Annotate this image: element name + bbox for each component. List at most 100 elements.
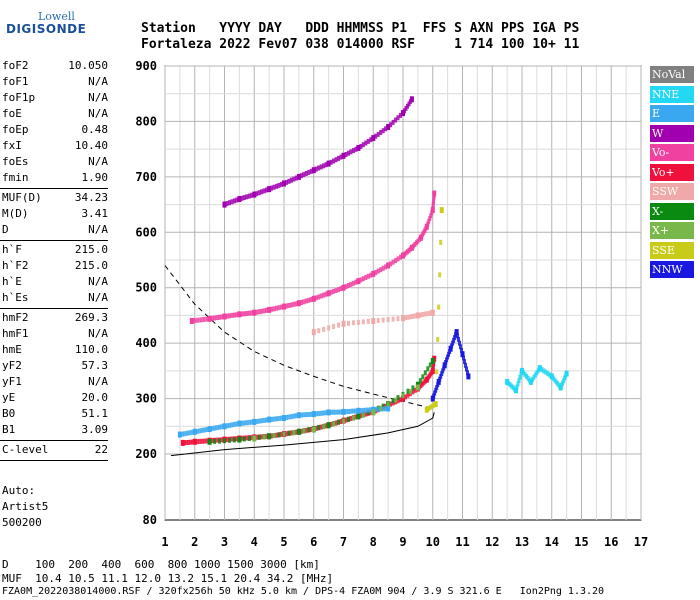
data-trace-vo-	[225, 436, 229, 442]
param-value: 20.0	[81, 391, 109, 404]
data-trace-vo-	[432, 199, 435, 205]
legend-item: NoVal	[650, 66, 694, 83]
data-trace-x-	[337, 419, 340, 425]
data-trace-nnw	[450, 343, 454, 349]
data-trace-e	[225, 423, 229, 429]
data-point-ssw	[401, 315, 405, 322]
data-trace-vo-	[396, 256, 400, 262]
data-trace-w	[289, 177, 293, 183]
data-trace-sse	[438, 272, 442, 278]
data-point-w	[371, 135, 376, 142]
y-tick-label: 300	[135, 392, 157, 406]
data-trace-vo-	[396, 398, 400, 404]
data-trace-vo-	[379, 267, 383, 273]
data-trace-e	[369, 407, 373, 413]
data-trace-nne	[540, 367, 544, 372]
data-trace-vo-	[187, 439, 191, 445]
data-trace-e	[304, 412, 308, 418]
data-trace-nne	[518, 374, 522, 380]
data-trace-vo-	[324, 291, 328, 297]
data-trace-vo-	[361, 276, 365, 282]
data-trace-e	[334, 409, 338, 415]
data-trace-nne	[557, 383, 561, 389]
artist-version: 500200	[2, 516, 42, 529]
data-trace-ssw	[317, 328, 321, 334]
data-trace-ssw	[356, 319, 360, 325]
param-key: C-level	[2, 443, 49, 456]
data-trace-w	[242, 195, 246, 201]
param-key: hmE	[2, 343, 22, 356]
x-tick-label: 10	[426, 535, 440, 549]
param-key: B0	[2, 407, 16, 420]
data-trace-e	[275, 416, 279, 422]
data-point-vo-	[296, 300, 301, 307]
data-trace-w	[270, 185, 274, 191]
data-trace-vo-	[369, 272, 373, 278]
data-trace-w	[245, 194, 249, 200]
data-trace-vo-	[285, 303, 288, 309]
auto-label: Auto:	[2, 484, 36, 497]
data-trace-e	[213, 425, 217, 431]
data-trace-vo-	[242, 311, 246, 317]
data-trace-sse	[436, 336, 440, 342]
x-tick-label: 8	[370, 535, 377, 549]
data-trace-e	[351, 408, 355, 414]
data-trace-e	[257, 418, 261, 424]
data-trace-vo-	[200, 438, 204, 444]
data-trace-vo-	[364, 275, 368, 280]
data-trace-w	[366, 138, 370, 144]
data-point-nnw	[430, 395, 435, 402]
data-trace-e	[240, 420, 244, 426]
data-trace-vo-	[302, 299, 306, 305]
data-trace-nnw	[452, 337, 456, 343]
data-trace-vo-	[426, 221, 430, 227]
data-trace-w	[339, 154, 343, 160]
data-trace-vo-	[191, 439, 195, 445]
data-trace-ssw	[376, 318, 380, 323]
data-trace-e	[245, 420, 249, 426]
data-trace-ssw	[332, 324, 336, 329]
data-trace-x-	[228, 437, 231, 443]
data-trace-vo-	[423, 378, 427, 384]
param-row: h`F 215.0	[2, 243, 108, 259]
data-trace-vo-	[427, 218, 431, 224]
data-trace-e	[285, 415, 288, 420]
data-trace-e	[364, 407, 368, 413]
param-value: 57.3	[81, 359, 109, 372]
data-trace-x-	[342, 418, 345, 424]
distance-row: D 100 200 400 600 800 1000 1500 3000 [km…	[2, 558, 320, 571]
data-trace-x-	[257, 434, 261, 440]
data-trace-w	[280, 181, 283, 187]
data-point-nnw	[442, 362, 447, 369]
data-trace-vo-	[205, 316, 209, 322]
data-trace-e	[205, 427, 209, 432]
data-trace-e	[250, 419, 254, 425]
data-trace-vo-	[319, 424, 323, 430]
param-value: N/A	[88, 107, 108, 120]
data-trace-x-	[418, 378, 422, 384]
param-value: N/A	[88, 327, 108, 340]
data-trace-vo-	[364, 411, 368, 417]
param-row: fxI 10.40	[2, 139, 108, 155]
data-trace-vo-	[230, 312, 234, 318]
data-trace-vo-	[319, 293, 323, 299]
data-trace-vo-	[351, 280, 355, 286]
data-trace-e	[242, 420, 246, 426]
data-point-vo-	[371, 270, 376, 277]
data-trace-w	[319, 164, 323, 170]
data-trace-e	[210, 426, 214, 432]
data-trace-w	[332, 158, 336, 164]
data-trace-e	[359, 408, 363, 414]
data-point-w	[282, 180, 286, 187]
data-trace-w	[329, 159, 333, 165]
data-trace-vo-	[272, 306, 276, 312]
y-tick-label: 900	[135, 59, 157, 73]
data-trace-w	[265, 187, 269, 193]
data-point-vo-	[282, 303, 286, 310]
x-tick-label: 14	[545, 535, 559, 549]
data-trace-x-	[287, 430, 291, 436]
data-trace-vo-	[299, 428, 303, 434]
data-trace-nnw	[458, 340, 461, 346]
data-point-sse	[439, 207, 444, 214]
data-trace-e	[215, 425, 219, 431]
